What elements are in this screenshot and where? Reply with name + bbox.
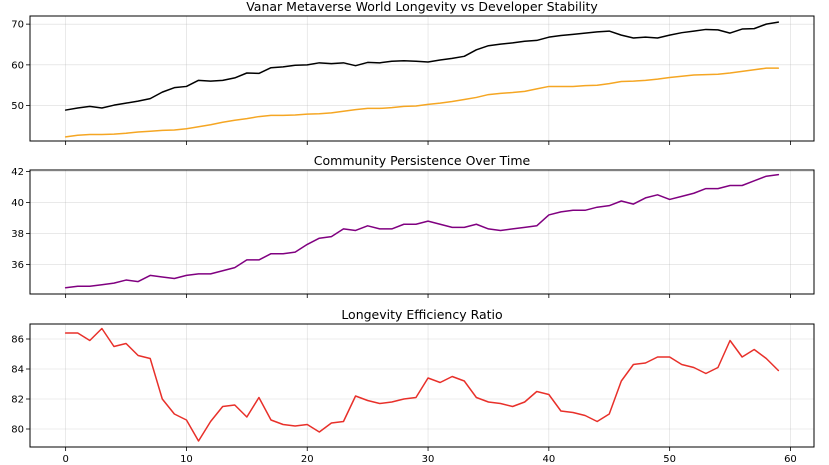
chart-title: Vanar Metaverse World Longevity vs Devel…: [246, 0, 598, 14]
x-tick-label: 50: [663, 454, 676, 465]
plot-frame: [29, 15, 815, 142]
x-tick-label: 20: [301, 454, 314, 465]
x-tick-label: 40: [542, 454, 555, 465]
x-tick-label: 10: [180, 454, 193, 465]
x-tick-label: 60: [784, 454, 797, 465]
plot-frame: [29, 323, 815, 448]
series-line-1: [64, 21, 780, 111]
series-line-2: [64, 67, 780, 138]
y-tick-label: 70: [11, 20, 24, 31]
series-line-1: [64, 173, 780, 289]
chart-panel-3: Longevity Efficiency Ratio 80 82 84 86 0 10 20 3…: [11, 307, 815, 465]
chart-panel-1: Vanar Metaverse World Longevity vs Devel…: [11, 0, 815, 145]
series-line-1: [64, 327, 780, 442]
y-tick-label: 82: [11, 395, 24, 406]
y-tick-label: 80: [11, 425, 24, 436]
y-tick-label: 50: [11, 101, 24, 112]
x-tick-label: 0: [62, 454, 68, 465]
chart-panel-2: Community Persistence Over Time 36 38 40 42: [11, 153, 815, 298]
y-tick-label: 84: [11, 365, 24, 376]
y-tick-label: 60: [11, 60, 24, 71]
x-tick-label: 30: [422, 454, 435, 465]
chart-title: Community Persistence Over Time: [314, 153, 531, 168]
y-tick-label: 40: [11, 198, 24, 209]
y-tick-label: 42: [11, 167, 24, 178]
plot-frame: [29, 169, 815, 295]
y-tick-label: 38: [11, 229, 24, 240]
chart-title: Longevity Efficiency Ratio: [341, 307, 502, 322]
y-tick-label: 86: [11, 335, 24, 346]
y-tick-label: 36: [11, 260, 24, 271]
